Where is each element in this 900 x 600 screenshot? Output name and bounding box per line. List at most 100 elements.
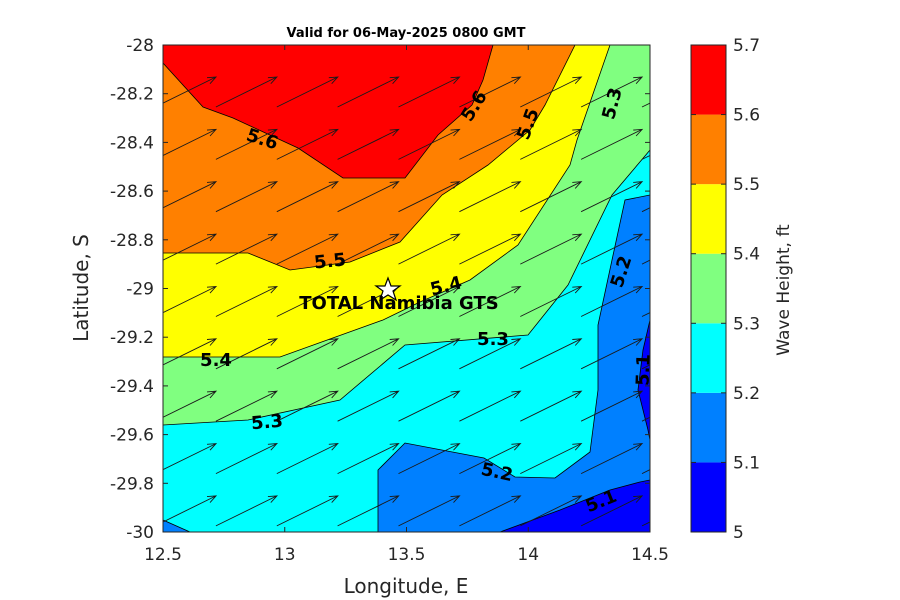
- direction-arrow: [215, 443, 279, 475]
- direction-arrow: [215, 233, 278, 265]
- direction-arrow: [276, 233, 339, 265]
- direction-arrow: [520, 390, 583, 422]
- y-tick-label: -29.6: [110, 426, 154, 446]
- direction-arrow: [398, 443, 461, 475]
- colorbar-swatch: [691, 184, 726, 254]
- direction-arrow: [459, 181, 522, 213]
- direction-arrow: [337, 181, 400, 213]
- direction-arrow: [459, 390, 522, 422]
- colorbar-tick-label: 5.7: [733, 36, 760, 56]
- direction-arrow: [520, 338, 583, 370]
- direction-arrow: [398, 285, 461, 317]
- direction-arrow: [580, 76, 644, 108]
- contour-label: 5.1: [632, 354, 654, 387]
- direction-arrow: [163, 390, 218, 418]
- band-5.0-5.1-bottom: [499, 479, 650, 532]
- site-label: TOTAL Namibia GTS: [299, 293, 498, 314]
- direction-arrow: [215, 390, 278, 422]
- contour-label: 5.3: [477, 329, 509, 350]
- band-5.0-5.1-right: [637, 319, 650, 441]
- x-axis-title: Longitude, E: [344, 574, 469, 598]
- direction-arrow: [163, 76, 218, 104]
- direction-arrow: [163, 285, 218, 314]
- y-tick-label: -29: [126, 280, 154, 300]
- colorbar-title: Wave Height, ft: [774, 224, 794, 356]
- x-tick-label: 13.5: [388, 545, 426, 565]
- direction-arrow: [398, 495, 461, 527]
- direction-arrow: [337, 390, 400, 422]
- direction-arrow: [215, 128, 279, 160]
- direction-arrow: [215, 181, 278, 213]
- x-axis: 12.5 13 13.5 14 14.5: [144, 45, 669, 565]
- direction-arrow: [520, 76, 583, 108]
- y-tick-label: -29.2: [110, 328, 154, 348]
- colorbar-swatch: [691, 323, 726, 393]
- direction-arrow: [398, 233, 461, 265]
- direction-arrow: [337, 495, 400, 527]
- direction-arrow: [580, 390, 644, 422]
- direction-arrow: [276, 181, 339, 213]
- x-tick-label: 14: [517, 545, 539, 565]
- x-tick-label: 12.5: [144, 545, 182, 565]
- direction-arrow: [276, 495, 339, 527]
- colorbar-frame: [690, 44, 727, 533]
- direction-arrow: [398, 338, 461, 370]
- direction-arrow: [398, 181, 461, 213]
- contour-label: 5.3: [250, 411, 284, 435]
- direction-arrow: [337, 128, 400, 160]
- y-tick-label: -28.8: [110, 231, 154, 251]
- direction-arrow: [337, 233, 400, 265]
- direction-arrow: [276, 76, 339, 108]
- direction-arrow: [459, 76, 522, 108]
- y-axis-title: Latitude, S: [69, 234, 93, 342]
- colorbar-tick-label: 5.1: [733, 453, 760, 473]
- direction-arrow: [520, 233, 583, 265]
- colorbar-tick-label: 5.5: [733, 175, 760, 195]
- direction-arrow: [520, 285, 583, 317]
- direction-arrow: [337, 443, 400, 475]
- y-axis: -28 -28.2 -28.4 -28.6 -28.8 -29 -29.2 -29.4 -29.…: [110, 36, 650, 543]
- direction-arrow: [276, 443, 339, 475]
- contour-label: 5.4: [200, 350, 232, 371]
- colorbar-tick-label: 5.6: [733, 106, 760, 126]
- direction-arrow: [459, 233, 522, 265]
- direction-arrow: [580, 181, 644, 213]
- direction-arrow: [580, 233, 644, 265]
- direction-arrow: [580, 338, 644, 370]
- direction-arrow: [580, 443, 644, 475]
- direction-arrow: [459, 128, 522, 160]
- direction-arrow: [580, 285, 644, 317]
- direction-arrow: [215, 285, 279, 317]
- direction-arrow: [163, 338, 218, 366]
- colorbar-swatch: [691, 462, 726, 532]
- direction-arrow: [520, 495, 583, 527]
- plot-area: [163, 45, 650, 578]
- direction-arrow: [580, 128, 644, 160]
- direction-arrow: [163, 495, 218, 523]
- colorbar: 5 5.1 5.2 5.3 5.4 5.5 5.6 5.7: [690, 36, 760, 543]
- colorbar-tick-label: 5.4: [733, 245, 760, 265]
- direction-arrow: [215, 76, 278, 108]
- y-tick-label: -30: [126, 523, 154, 543]
- direction-arrow: [459, 338, 522, 370]
- direction-arrow: [398, 76, 461, 108]
- colorbar-swatch: [691, 253, 726, 324]
- star-icon: [374, 276, 402, 302]
- y-tick-label: -28.2: [110, 85, 154, 105]
- direction-arrow: [459, 548, 520, 578]
- direction-arrow: [276, 285, 339, 317]
- direction-arrow: [580, 495, 644, 527]
- y-tick-label: -28: [126, 36, 154, 56]
- direction-arrow: [337, 76, 400, 108]
- colorbar-tick-label: 5: [733, 523, 744, 543]
- y-tick-label: -28.4: [110, 133, 154, 153]
- direction-arrow: [520, 443, 583, 475]
- contour-label: 5.5: [313, 249, 347, 273]
- direction-arrow: [163, 233, 218, 261]
- y-tick-label: -29.8: [110, 474, 154, 494]
- direction-arrow: [276, 338, 339, 370]
- y-tick-label: -28.6: [110, 182, 154, 202]
- direction-arrow: [276, 390, 339, 422]
- chart-title: Valid for 06-May-2025 0800 GMT: [287, 26, 526, 41]
